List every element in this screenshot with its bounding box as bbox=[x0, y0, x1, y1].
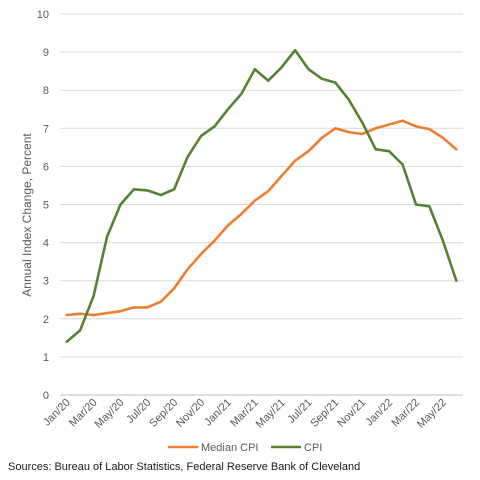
y-tick-label: 6 bbox=[43, 161, 49, 173]
legend-label-median-cpi: Median CPI bbox=[201, 442, 258, 454]
x-tick-label: May/22 bbox=[415, 397, 449, 431]
y-tick-label: 8 bbox=[43, 85, 49, 97]
y-axis-ticks: 0 1 2 3 4 5 6 7 8 9 10 bbox=[37, 9, 49, 402]
legend-label-cpi: CPI bbox=[304, 442, 322, 454]
y-tick-label: 2 bbox=[43, 314, 49, 326]
series-line-median-cpi bbox=[65, 119, 458, 317]
y-tick-label: 10 bbox=[37, 9, 49, 21]
x-tick-label: Jan/22 bbox=[363, 397, 395, 429]
y-tick-label: 3 bbox=[43, 276, 49, 288]
y-tick-label: 0 bbox=[43, 390, 49, 402]
series-line-cpi bbox=[65, 48, 458, 344]
x-tick-label: Sep/20 bbox=[147, 397, 180, 430]
x-tick-label: May/21 bbox=[254, 397, 288, 431]
series-lines bbox=[65, 48, 458, 344]
y-tick-label: 4 bbox=[43, 238, 49, 250]
x-tick-label: Nov/21 bbox=[335, 397, 368, 430]
gridlines bbox=[60, 13, 463, 396]
y-tick-label: 5 bbox=[43, 200, 49, 212]
source-note: Sources: Bureau of Labor Statistics, Fed… bbox=[8, 461, 361, 473]
y-axis-title: Annual Index Change, Percent bbox=[20, 133, 34, 297]
x-tick-label: May/20 bbox=[93, 397, 127, 431]
y-tick-label: 9 bbox=[43, 47, 49, 59]
x-tick-label: Jan/21 bbox=[202, 397, 234, 429]
y-tick-label: 7 bbox=[43, 123, 49, 135]
legend: Median CPI CPI bbox=[168, 442, 322, 454]
x-axis-ticks: Jan/20Mar/20May/20Jul/20Sep/20Nov/20Jan/… bbox=[41, 397, 449, 431]
y-tick-label: 1 bbox=[43, 352, 49, 364]
x-tick-label: Sep/21 bbox=[308, 397, 341, 430]
x-tick-label: Nov/20 bbox=[174, 397, 207, 430]
